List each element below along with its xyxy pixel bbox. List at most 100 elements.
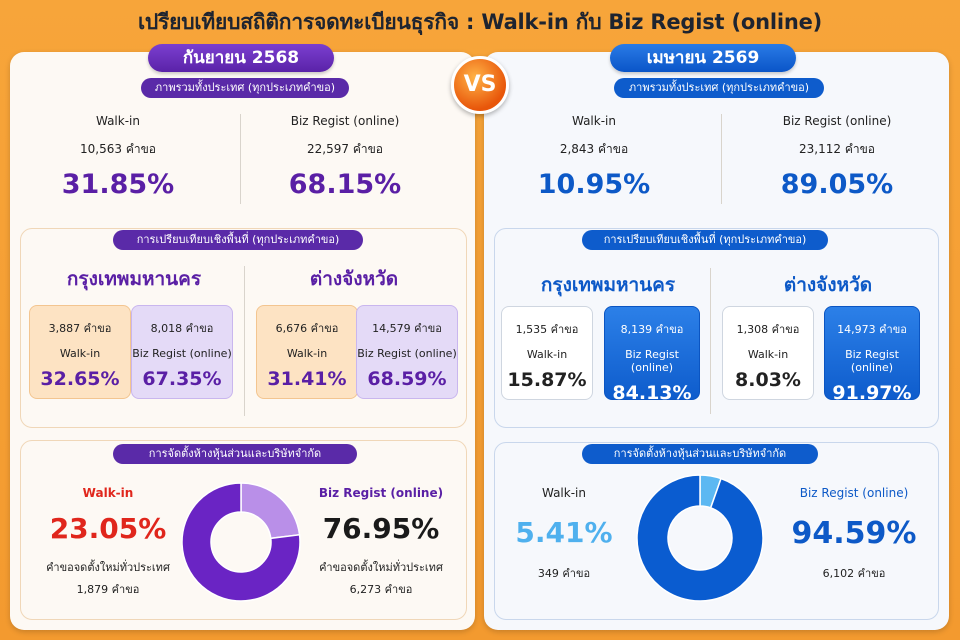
card-bkk-walkin: 3,887 คำขอ Walk-in 32.65% xyxy=(29,305,131,399)
card-percent: 84.13% xyxy=(612,382,692,404)
card-label: Walk-in xyxy=(286,347,328,360)
stat-percent: 68.15% xyxy=(288,169,402,200)
divider xyxy=(244,266,245,416)
card-province-online: 14,973 คำขอ Biz Regist (online) 91.97% xyxy=(824,306,920,404)
stat-label: Biz Regist (online) xyxy=(782,114,892,128)
stat-label: Biz Regist (online) xyxy=(290,114,400,128)
company-walkin-desc: คำขอจดตั้งใหม่ทั่วประเทศ xyxy=(46,561,170,574)
overall-walkin-stat: Walk-in 10,563 คำขอ 31.85% xyxy=(28,114,208,200)
card-label: Biz Regist (online) xyxy=(132,347,232,360)
card-unit: คำขอ xyxy=(185,322,214,335)
stat-label: Walk-in xyxy=(95,114,140,128)
stat-unit: คำขอ xyxy=(598,142,629,156)
donut-slice-walkin xyxy=(240,482,301,540)
card-bkk-online: 8,018 คำขอ Biz Regist (online) 67.35% xyxy=(131,305,233,399)
page-title: เปรียบเทียบสถิติการจดทะเบียนธุรกิจ : Wal… xyxy=(137,10,823,34)
card-count: 1,308 xyxy=(736,323,769,336)
overall-online-stat: Biz Regist (online) 23,112 คำขอ 89.05% xyxy=(742,114,932,200)
card-province-walkin: 1,308 คำขอ Walk-in 8.03% xyxy=(722,306,814,400)
card-percent: 68.59% xyxy=(367,368,447,390)
card-percent: 15.87% xyxy=(507,369,587,391)
card-unit: คำขอ xyxy=(310,322,339,335)
stat-count: 23,112 xyxy=(798,142,841,156)
card-count: 1,535 xyxy=(515,323,548,336)
card-percent: 67.35% xyxy=(142,368,222,390)
company-walkin-count: 1,879 คำขอ xyxy=(76,583,140,596)
divider xyxy=(710,268,711,414)
card-percent: 32.65% xyxy=(40,368,120,390)
stat-count: 2,843 xyxy=(559,142,595,156)
period-badge-right: เมษายน 2569 xyxy=(610,44,796,72)
stat-percent: 89.05% xyxy=(780,169,894,200)
area-section xyxy=(494,228,939,428)
stat-unit: คำขอ xyxy=(352,142,383,156)
left-panel: ภาพรวมทั้งประเทศ (ทุกประเภทคำขอ) Walk-in… xyxy=(10,52,475,630)
region-title-bkk: กรุงเทพมหานคร xyxy=(540,274,676,296)
card-unit: คำขอ xyxy=(879,323,907,336)
divider xyxy=(721,114,722,204)
company-walkin-count: 349 คำขอ xyxy=(537,567,591,580)
company-walkin-percent: 5.41% xyxy=(515,516,613,549)
card-count: 14,579 xyxy=(372,322,411,335)
card-label: Biz Regist (online) xyxy=(845,348,899,374)
card-unit: คำขอ xyxy=(550,323,579,336)
card-percent: 8.03% xyxy=(735,369,801,391)
card-count: 8,018 xyxy=(150,322,183,335)
donut-svg xyxy=(181,482,301,602)
card-count: 8,139 xyxy=(620,323,653,336)
company-walkin-percent: 23.05% xyxy=(49,512,167,545)
company-online-desc: คำขอจดตั้งใหม่ทั่วประเทศ xyxy=(319,561,443,574)
right-panel: ภาพรวมทั้งประเทศ (ทุกประเภทคำขอ) Walk-in… xyxy=(484,52,949,630)
region-title-province: ต่างจังหวัด xyxy=(309,268,399,290)
donut-chart-left xyxy=(181,482,301,602)
company-pill: การจัดตั้งห้างหุ้นส่วนและบริษัทจำกัด xyxy=(113,444,357,464)
company-online-percent: 94.59% xyxy=(791,516,917,551)
card-count: 14,973 xyxy=(837,323,876,336)
donut-slice-online xyxy=(636,474,764,602)
card-percent: 31.41% xyxy=(267,368,347,390)
company-online-percent: 76.95% xyxy=(322,512,440,545)
stat-unit: คำขอ xyxy=(125,142,156,156)
card-label: Walk-in xyxy=(747,348,789,361)
company-online-count: 6,273 คำขอ xyxy=(349,583,413,596)
stat-percent: 10.95% xyxy=(537,169,651,200)
card-unit: คำขอ xyxy=(771,323,800,336)
vs-badge: VS xyxy=(451,56,509,114)
divider xyxy=(240,114,241,204)
overall-walkin-stat: Walk-in 2,843 คำขอ 10.95% xyxy=(499,114,689,200)
card-bkk-online: 8,139 คำขอ Biz Regist (online) 84.13% xyxy=(604,306,700,404)
stat-count: 10,563 xyxy=(79,142,122,156)
region-title-bkk: กรุงเทพมหานคร xyxy=(66,268,202,290)
stat-percent: 31.85% xyxy=(61,169,175,200)
company-section xyxy=(494,442,939,620)
card-unit: คำขอ xyxy=(655,323,684,336)
overall-online-stat: Biz Regist (online) 22,597 คำขอ 68.15% xyxy=(255,114,435,200)
card-label: Biz Regist (online) xyxy=(625,348,679,374)
card-count: 6,676 xyxy=(275,322,308,335)
donut-slice-online xyxy=(181,482,301,602)
overall-pill: ภาพรวมทั้งประเทศ (ทุกประเภทคำขอ) xyxy=(614,78,824,98)
area-pill: การเปรียบเทียบเชิงพื้นที่ (ทุกประเภทคำขอ… xyxy=(113,230,363,250)
card-province-online: 14,579 คำขอ Biz Regist (online) 68.59% xyxy=(356,305,458,399)
card-label: Biz Regist (online) xyxy=(357,347,457,360)
company-online-label: Biz Regist (online) xyxy=(318,486,444,500)
company-pill: การจัดตั้งห้างหุ้นส่วนและบริษัทจำกัด xyxy=(582,444,818,464)
card-unit: คำขอ xyxy=(83,322,112,335)
card-label: Walk-in xyxy=(59,347,101,360)
card-province-walkin: 6,676 คำขอ Walk-in 31.41% xyxy=(256,305,358,399)
company-online-count: 6,102 คำขอ xyxy=(822,567,886,580)
stat-count: 22,597 xyxy=(306,142,349,156)
area-pill: การเปรียบเทียบเชิงพื้นที่ (ทุกประเภทคำขอ… xyxy=(582,230,828,250)
stat-label: Walk-in xyxy=(571,114,616,128)
area-section xyxy=(20,228,467,428)
card-bkk-walkin: 1,535 คำขอ Walk-in 15.87% xyxy=(501,306,593,400)
period-badge-left: กันยายน 2568 xyxy=(148,44,334,72)
card-count: 3,887 xyxy=(48,322,81,335)
overall-pill: ภาพรวมทั้งประเทศ (ทุกประเภทคำขอ) xyxy=(141,78,349,98)
company-section xyxy=(20,440,467,620)
company-walkin-label: Walk-in xyxy=(82,486,134,500)
card-percent: 91.97% xyxy=(832,382,912,404)
stat-unit: คำขอ xyxy=(844,142,875,156)
company-online-label: Biz Regist (online) xyxy=(799,486,909,500)
card-unit: คำขอ xyxy=(414,322,442,335)
